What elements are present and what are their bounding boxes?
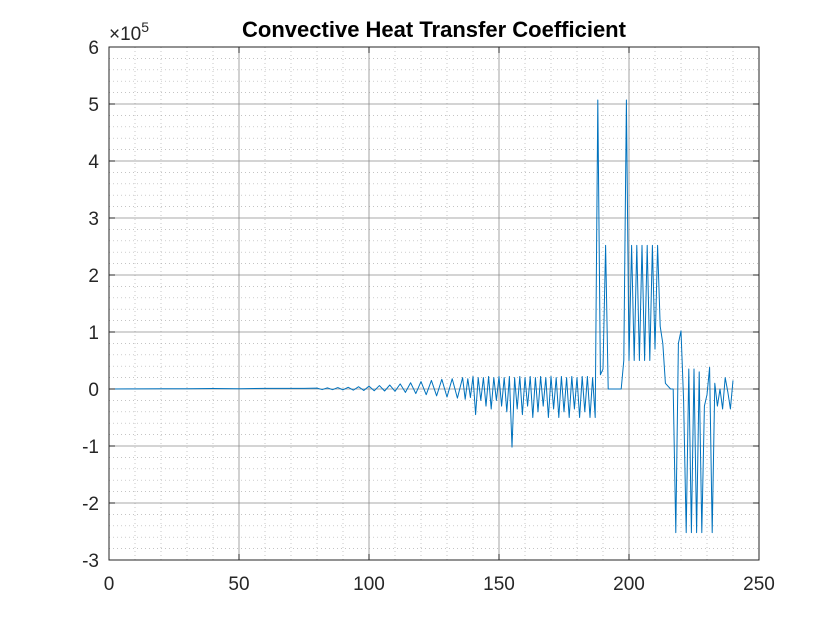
y-tick-label: -1 bbox=[82, 437, 99, 458]
y-tick-labels: -3 -2 -1 0 1 2 3 4 5 6 bbox=[82, 38, 99, 572]
x-tick-label: 200 bbox=[613, 574, 645, 595]
x-tick-labels: 0 50 100 150 200 250 bbox=[104, 574, 775, 595]
series-line-1 bbox=[108, 99, 734, 534]
y-tick-label: -2 bbox=[82, 494, 99, 515]
y-tick-label: 4 bbox=[88, 152, 99, 173]
y-tick-label: 2 bbox=[88, 266, 99, 287]
y-tick-label: 5 bbox=[88, 95, 99, 116]
chart-title: Convective Heat Transfer Coefficient bbox=[242, 17, 627, 42]
x-tick-label: 100 bbox=[353, 574, 385, 595]
y-tick-label: 6 bbox=[88, 38, 99, 59]
plot-background bbox=[109, 47, 759, 560]
series-layer bbox=[108, 99, 734, 534]
y-tick-label: 3 bbox=[88, 209, 99, 230]
y-exponent-power: 5 bbox=[141, 19, 149, 35]
x-tick-label: 0 bbox=[104, 574, 115, 595]
minor-grid bbox=[109, 47, 759, 560]
axes-box bbox=[108, 46, 760, 561]
y-exponent-label: ×105 bbox=[109, 19, 149, 45]
y-exponent-base: ×10 bbox=[109, 24, 141, 45]
x-tick-label: 250 bbox=[743, 574, 775, 595]
major-grid bbox=[109, 47, 759, 560]
y-tick-label: 1 bbox=[88, 323, 99, 344]
tick-marks bbox=[108, 46, 760, 561]
x-tick-label: 150 bbox=[483, 574, 515, 595]
y-tick-label: -3 bbox=[82, 551, 99, 572]
y-tick-label: 0 bbox=[88, 380, 99, 401]
x-tick-label: 50 bbox=[228, 574, 249, 595]
